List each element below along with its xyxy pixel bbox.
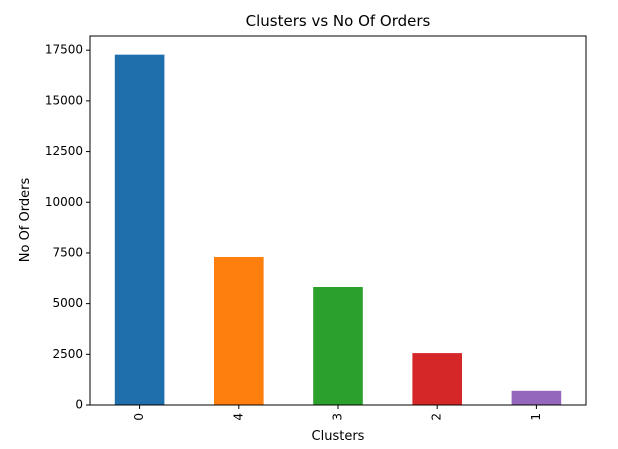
bars-group <box>114 54 562 406</box>
x-axis-label: Clusters <box>312 429 365 444</box>
bar-1 <box>511 390 562 405</box>
bar-4 <box>214 256 264 405</box>
x-tick-label: 4 <box>231 413 245 421</box>
x-tick-label: 3 <box>331 413 345 421</box>
y-tick-label: 7500 <box>52 245 83 259</box>
chart-title: Clusters vs No Of Orders <box>246 12 431 30</box>
y-axis-label: No Of Orders <box>18 178 33 263</box>
y-tick-label: 12500 <box>45 144 83 158</box>
bar-3 <box>313 287 363 405</box>
bar-0 <box>114 54 165 406</box>
x-tick-label: 1 <box>529 413 543 421</box>
y-tick-label: 17500 <box>45 43 83 57</box>
plot-frame <box>89 35 587 406</box>
y-tick-label: 15000 <box>45 93 83 107</box>
bar-2 <box>412 353 462 405</box>
y-tick-label: 0 <box>75 398 83 412</box>
x-tick-label: 0 <box>132 413 146 421</box>
y-tick-label: 10000 <box>45 195 83 209</box>
y-tick-label: 5000 <box>52 296 83 310</box>
y-axis: 0 2500 5000 7500 10000 12500 15000 17500 <box>45 43 90 412</box>
x-tick-label: 2 <box>430 413 444 421</box>
y-tick-label: 2500 <box>52 347 83 361</box>
x-axis: 0 4 3 2 1 <box>132 405 543 421</box>
